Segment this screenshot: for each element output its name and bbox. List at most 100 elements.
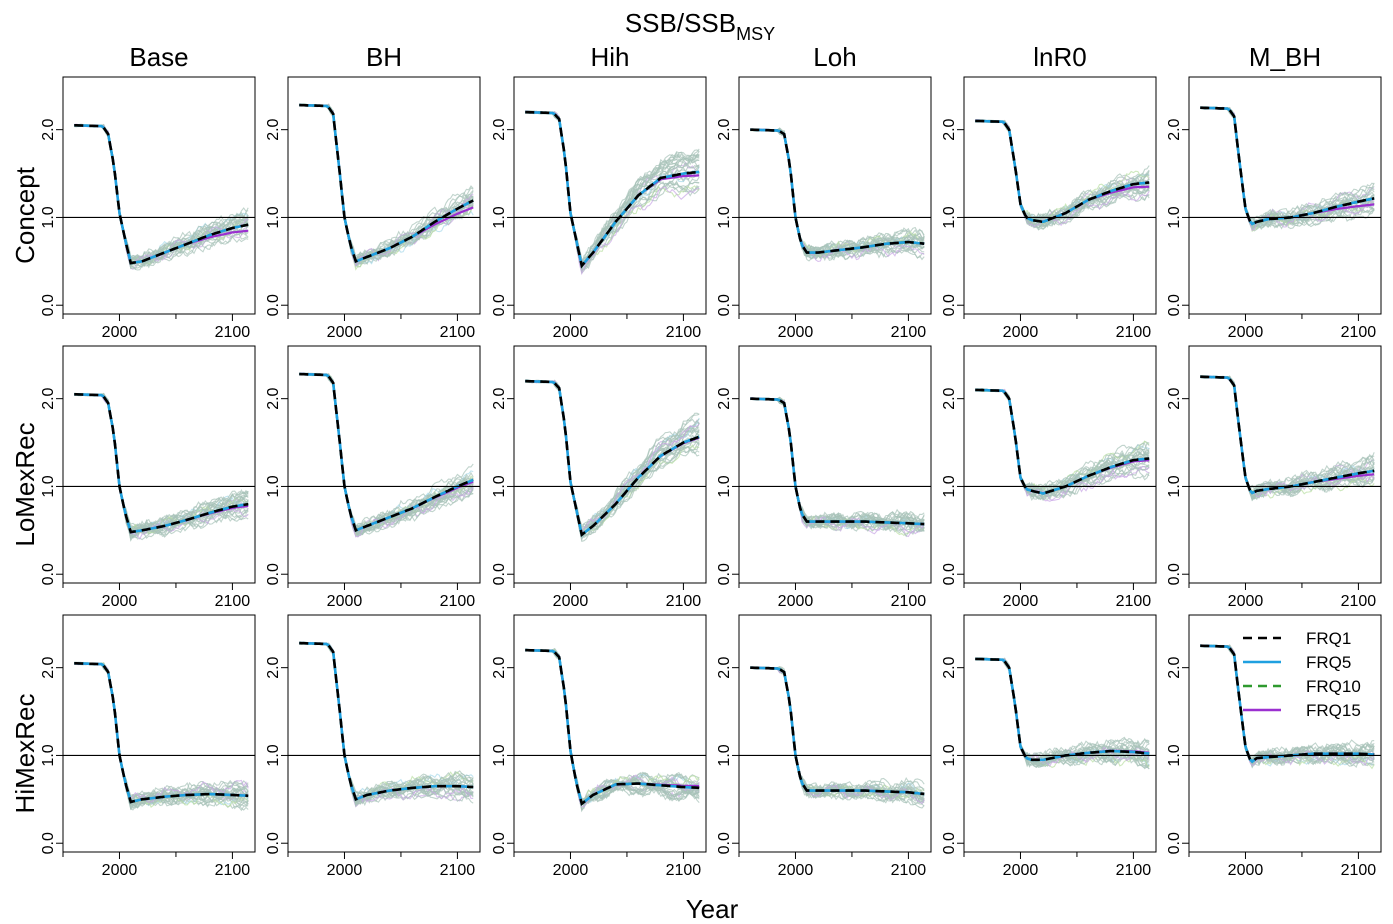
iteration-line xyxy=(299,103,474,268)
iteration-line xyxy=(750,397,925,528)
iteration-line xyxy=(299,373,474,532)
iteration-line xyxy=(74,662,249,809)
iteration-line xyxy=(750,667,925,797)
legend-label: FRQ1 xyxy=(1306,629,1351,648)
panel-frame xyxy=(963,345,1157,584)
iteration-line xyxy=(1200,106,1375,229)
iteration-line xyxy=(74,662,249,803)
x-tick-label: 2100 xyxy=(891,324,927,341)
series-frq1 xyxy=(299,103,474,263)
iteration-line xyxy=(975,120,1150,225)
series-frq15 xyxy=(750,128,925,254)
series-frq15 xyxy=(975,119,1150,223)
panel-Concept-BH: 2000 2100 0.0 1.0 2.0 xyxy=(265,76,481,341)
iteration-line xyxy=(750,396,925,531)
iteration-line xyxy=(750,666,925,805)
iteration-line xyxy=(750,666,925,800)
series-frq10 xyxy=(750,666,925,796)
y-tick-label: 2.0 xyxy=(941,118,958,140)
series-frq10 xyxy=(525,110,700,269)
iteration-line xyxy=(299,103,474,265)
row-title: Concept xyxy=(10,166,40,264)
y-tick-label: 1.0 xyxy=(491,475,508,497)
iteration-line xyxy=(74,662,249,808)
x-tick-label: 2000 xyxy=(102,324,138,341)
series-frq1 xyxy=(750,666,925,796)
series-frq10 xyxy=(975,388,1150,495)
iteration-line xyxy=(750,127,925,257)
iteration-line xyxy=(74,124,249,264)
panel-LoMexRec-Hih: 2000 2100 0.0 1.0 2.0 xyxy=(491,345,707,610)
iteration-line xyxy=(299,373,474,533)
x-tick-label: 2100 xyxy=(215,862,251,879)
panel-frame xyxy=(62,76,256,315)
panel-frame xyxy=(62,345,256,584)
series-frq15 xyxy=(975,388,1150,495)
iteration-line xyxy=(750,128,925,257)
legend: FRQ1 FRQ5 FRQ10 FRQ15 xyxy=(1243,629,1361,720)
iteration-line xyxy=(74,662,249,803)
iteration-line xyxy=(74,124,249,265)
series-frq5 xyxy=(750,128,925,254)
series-frq10 xyxy=(299,372,474,532)
iteration-line xyxy=(1200,106,1375,229)
x-tick-label: 2100 xyxy=(1116,324,1152,341)
y-tick-label: 2.0 xyxy=(491,387,508,409)
iteration-line xyxy=(299,372,474,535)
iteration-line xyxy=(750,397,925,529)
y-tick-label: 0.0 xyxy=(941,563,958,585)
iteration-line xyxy=(525,111,700,266)
iteration-line xyxy=(299,642,474,803)
iteration-line xyxy=(750,397,925,531)
panel-frame xyxy=(1188,614,1382,853)
x-tick-label: 2100 xyxy=(440,862,476,879)
iteration-line xyxy=(299,372,474,533)
row-title: LoMexRec xyxy=(10,422,40,546)
panel-LoMexRec-Base: 2000 2100 0.0 1.0 2.0 xyxy=(40,345,256,610)
iteration-line xyxy=(750,666,925,803)
x-tick-label: 2100 xyxy=(666,324,702,341)
iteration-line xyxy=(299,104,474,260)
column-title: M_BH xyxy=(1249,42,1321,72)
x-tick-label: 2000 xyxy=(1228,862,1264,879)
y-tick-label: 2.0 xyxy=(716,387,733,409)
iteration-line xyxy=(74,661,249,810)
iteration-line xyxy=(975,389,1150,496)
column-title: Loh xyxy=(813,42,856,72)
y-tick-label: 2.0 xyxy=(265,118,282,140)
panel-LoMexRec-M_BH: 2000 2100 0.0 1.0 2.0 xyxy=(1166,345,1382,610)
iteration-line xyxy=(299,103,474,261)
x-tick-label: 2000 xyxy=(327,324,363,341)
iteration-line xyxy=(975,658,1150,768)
y-tick-label: 1.0 xyxy=(491,744,508,766)
y-tick-label: 2.0 xyxy=(716,118,733,140)
x-tick-label: 2000 xyxy=(778,324,814,341)
x-axis-label: Year xyxy=(686,894,739,924)
y-tick-label: 0.0 xyxy=(491,294,508,316)
iteration-line xyxy=(299,103,474,262)
y-tick-label: 0.0 xyxy=(265,832,282,854)
iteration-line xyxy=(525,649,700,801)
panel-frame xyxy=(963,76,1157,315)
iteration-line xyxy=(750,666,925,804)
panel-Concept-Hih: 2000 2100 0.0 1.0 2.0 xyxy=(491,76,707,341)
iteration-line xyxy=(74,124,249,268)
iteration-line xyxy=(74,124,249,262)
iteration-line xyxy=(750,129,925,257)
y-tick-label: 0.0 xyxy=(1166,294,1183,316)
iteration-line xyxy=(74,392,249,541)
y-tick-label: 2.0 xyxy=(941,387,958,409)
iteration-line xyxy=(975,389,1150,494)
iteration-line xyxy=(74,662,249,804)
iteration-lines xyxy=(299,641,474,808)
x-tick-label: 2100 xyxy=(215,324,251,341)
iteration-line xyxy=(74,661,249,809)
series-frq1 xyxy=(299,641,474,801)
iteration-line xyxy=(299,103,474,262)
iteration-line xyxy=(299,642,474,801)
iteration-line xyxy=(750,667,925,796)
legend-label: FRQ10 xyxy=(1306,677,1361,696)
iteration-line xyxy=(299,373,474,531)
iteration-lines xyxy=(299,372,474,538)
